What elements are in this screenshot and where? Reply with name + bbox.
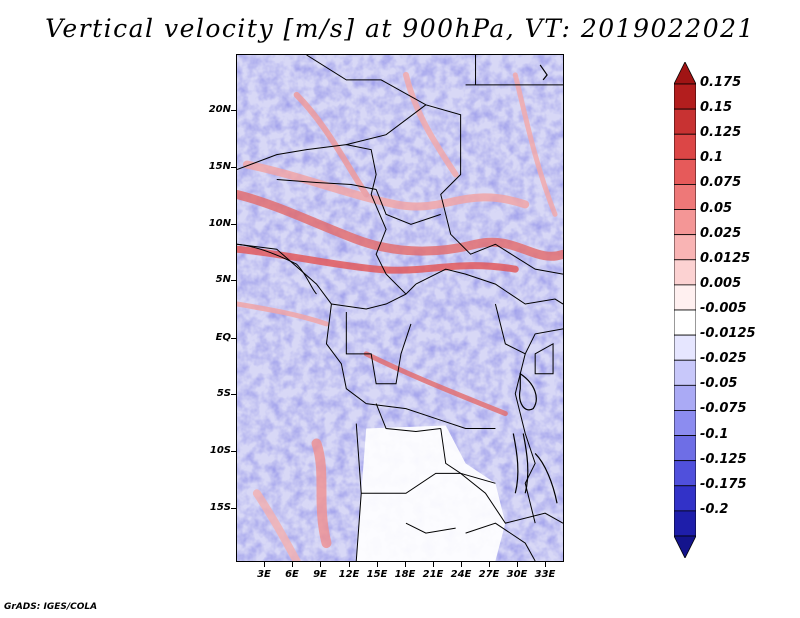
lat-label-5n: 5N bbox=[215, 274, 231, 285]
colorbar-box bbox=[674, 108, 696, 135]
lon-label-3e: 3E bbox=[257, 569, 271, 580]
lon-tick bbox=[433, 562, 434, 567]
lon-label-12e: 12E bbox=[338, 569, 360, 580]
lon-label-21e: 21E bbox=[422, 569, 444, 580]
lon-label-15e: 15E bbox=[366, 569, 388, 580]
lon-tick bbox=[264, 562, 265, 567]
colorbar-label: -0.175 bbox=[700, 476, 747, 492]
colorbar-bottom-arrow bbox=[674, 535, 696, 558]
colorbar-label: -0.025 bbox=[700, 351, 747, 367]
lat-tick bbox=[231, 110, 236, 111]
colorbar-top-arrow bbox=[674, 62, 696, 85]
colorbar-label: -0.125 bbox=[700, 451, 747, 467]
colorbar-label: 0.075 bbox=[700, 175, 742, 191]
colorbar-box bbox=[674, 158, 696, 185]
lat-tick bbox=[231, 394, 236, 395]
colorbar-label: 0.025 bbox=[700, 225, 742, 241]
lat-label-5s: 5S bbox=[216, 388, 231, 399]
colorbar-label: 0.005 bbox=[700, 275, 742, 291]
colorbar-label: 0.05 bbox=[700, 200, 733, 216]
colorbar-box bbox=[674, 259, 696, 286]
lon-tick bbox=[405, 562, 406, 567]
colorbar-box bbox=[674, 359, 696, 386]
colorbar-box bbox=[674, 133, 696, 160]
lon-tick bbox=[292, 562, 293, 567]
colorbar bbox=[674, 62, 696, 558]
colorbar-box bbox=[674, 234, 696, 261]
lon-tick bbox=[517, 562, 518, 567]
lon-label-33e: 33E bbox=[534, 569, 556, 580]
lon-tick bbox=[377, 562, 378, 567]
colorbar-label: -0.0125 bbox=[700, 326, 756, 342]
colorbar-box bbox=[674, 384, 696, 411]
lon-label-24e: 24E bbox=[450, 569, 472, 580]
colorbar-box bbox=[674, 334, 696, 361]
lon-tick bbox=[349, 562, 350, 567]
lat-tick bbox=[231, 280, 236, 281]
lon-tick bbox=[489, 562, 490, 567]
chart-title: Vertical velocity [m/s] at 900hPa, VT: 2… bbox=[45, 14, 755, 43]
lat-label-20n: 20N bbox=[208, 104, 231, 115]
colorbar-box bbox=[674, 309, 696, 336]
colorbar-box bbox=[674, 284, 696, 311]
lon-label-6e: 6E bbox=[285, 569, 299, 580]
lat-tick bbox=[231, 224, 236, 225]
colorbar-label: 0.1 bbox=[700, 150, 724, 166]
lat-tick bbox=[231, 167, 236, 168]
lon-label-30e: 30E bbox=[506, 569, 528, 580]
colorbar-box bbox=[674, 485, 696, 512]
lat-label-eq: EQ bbox=[215, 332, 231, 343]
colorbar-label: 0.175 bbox=[700, 75, 742, 90]
lon-tick bbox=[545, 562, 546, 567]
lat-label-10s: 10S bbox=[209, 445, 231, 456]
colorbar-label: -0.005 bbox=[700, 301, 747, 316]
lon-label-18e: 18E bbox=[394, 569, 416, 580]
colorbar-label: -0.075 bbox=[700, 401, 747, 417]
colorbar-label: 0.15 bbox=[700, 100, 733, 116]
lat-label-10n: 10N bbox=[208, 218, 231, 229]
colorbar-box bbox=[674, 410, 696, 436]
grads-credit: GrADS: IGES/COLA bbox=[4, 602, 98, 612]
lon-label-9e: 9E bbox=[313, 569, 327, 580]
lat-tick bbox=[231, 508, 236, 509]
colorbar-box bbox=[674, 83, 696, 110]
colorbar-box bbox=[674, 184, 696, 210]
lat-tick bbox=[231, 338, 236, 339]
colorbar-label: -0.1 bbox=[700, 426, 729, 442]
colorbar-box bbox=[674, 460, 696, 487]
colorbar-box bbox=[674, 209, 696, 236]
colorbar-label: 0.125 bbox=[700, 125, 742, 141]
lon-tick bbox=[461, 562, 462, 567]
colorbar-box bbox=[674, 510, 696, 537]
lat-label-15s: 15S bbox=[209, 502, 231, 513]
lon-label-27e: 27E bbox=[478, 569, 500, 580]
colorbar-label: -0.2 bbox=[700, 501, 729, 517]
lon-tick bbox=[320, 562, 321, 567]
lat-tick bbox=[231, 451, 236, 452]
colorbar-label: -0.05 bbox=[700, 376, 738, 392]
map-panel bbox=[236, 54, 564, 562]
colorbar-box bbox=[674, 435, 696, 462]
colorbar-label: 0.0125 bbox=[700, 250, 751, 266]
velocity-field bbox=[237, 55, 563, 561]
lat-label-15n: 15N bbox=[208, 161, 231, 172]
